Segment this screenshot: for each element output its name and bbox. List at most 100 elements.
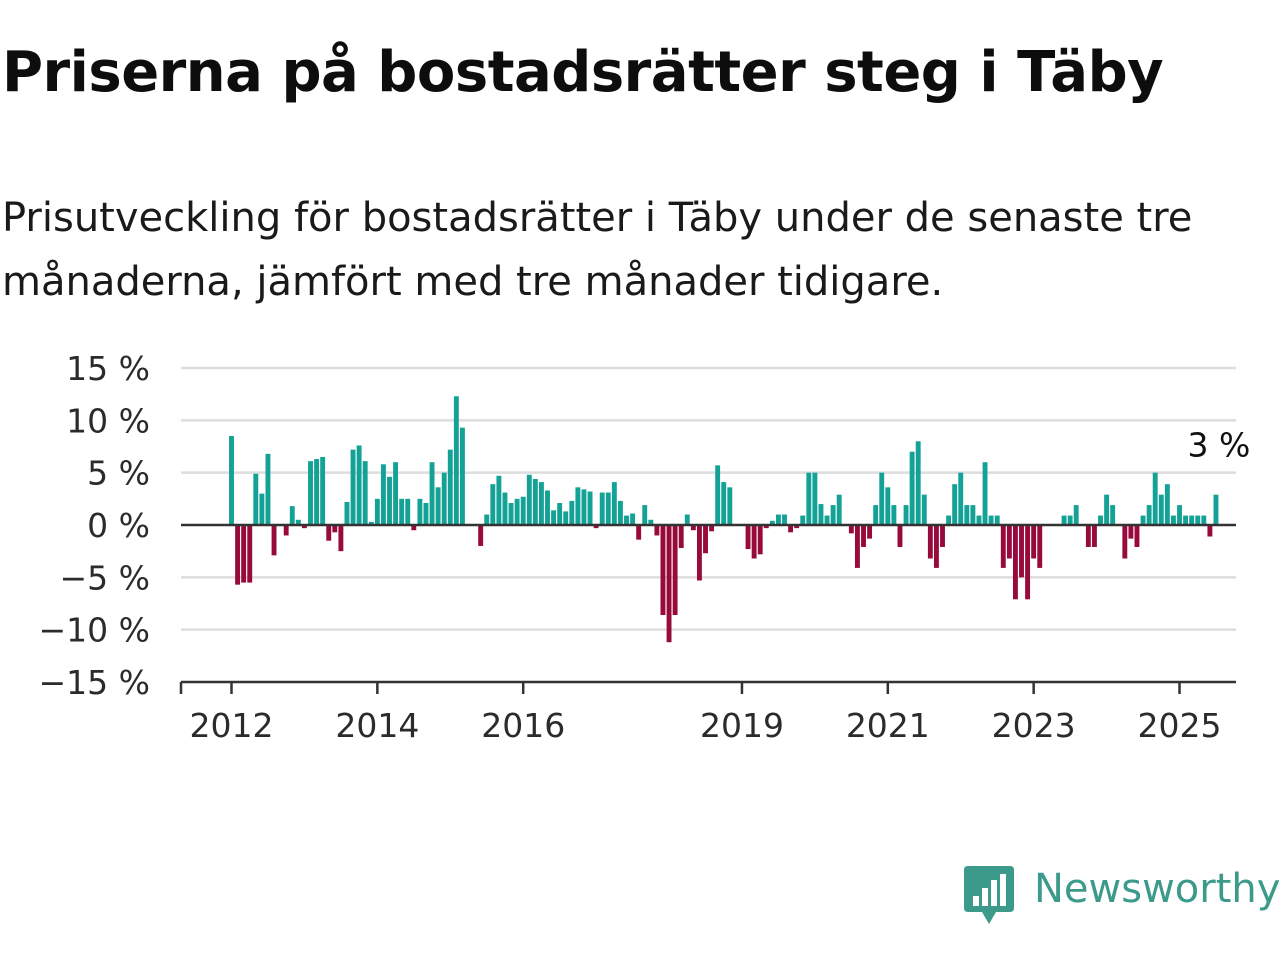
bar (824, 515, 830, 525)
bar (496, 475, 502, 525)
bar (447, 449, 453, 525)
bar (380, 464, 386, 525)
bar (727, 487, 733, 525)
bar (654, 525, 660, 536)
bar (356, 445, 362, 525)
bar (1140, 515, 1146, 525)
bar (946, 515, 952, 525)
bar (763, 525, 769, 529)
bar (575, 487, 581, 525)
bar (551, 510, 557, 525)
y-tick-label: 10 % (66, 401, 150, 440)
bar (1207, 525, 1213, 537)
bar (538, 482, 544, 525)
y-tick-label: 0 % (87, 506, 150, 545)
bar (982, 462, 988, 525)
bar (836, 494, 842, 525)
bar (988, 515, 994, 525)
x-tick-label: 2023 (992, 706, 1076, 745)
bar (806, 472, 812, 525)
bar (1213, 494, 1219, 525)
bar (490, 484, 496, 525)
last-value-label: 3 % (1188, 426, 1251, 465)
bar (532, 478, 538, 525)
y-tick-label: −10 % (39, 611, 151, 650)
x-tick-label: 2014 (335, 706, 419, 745)
brand-name: Newsworthy (1034, 866, 1280, 912)
bar (362, 461, 368, 525)
chart-title: Priserna på bostadsrätter steg i Täby (2, 40, 1164, 105)
bar (557, 503, 563, 525)
bar (891, 505, 897, 525)
bar (1073, 505, 1079, 525)
bar (301, 525, 307, 529)
bar (1025, 525, 1031, 600)
bar (624, 515, 629, 525)
bars (229, 396, 1219, 643)
bar (1110, 505, 1116, 525)
bar (247, 525, 253, 583)
bar (1183, 515, 1189, 525)
bar (897, 525, 903, 547)
bar (666, 525, 672, 643)
axes (179, 523, 1236, 694)
bar (502, 492, 508, 525)
bar (520, 496, 526, 525)
bar (332, 525, 338, 533)
bar (1006, 525, 1012, 559)
bar (417, 498, 423, 525)
bar (508, 503, 514, 525)
bar (958, 472, 964, 525)
bar (721, 482, 727, 525)
newsworthy-logo: Newsworthy (964, 864, 1280, 926)
bar (1031, 525, 1037, 559)
bar (569, 500, 575, 525)
bar (848, 525, 854, 534)
bar (484, 514, 490, 525)
bar (1098, 515, 1103, 525)
y-tick-label: 15 % (66, 349, 150, 388)
bar (976, 515, 982, 525)
bar (921, 494, 927, 525)
bar (387, 476, 392, 525)
annotations: 3 % (1188, 426, 1251, 465)
y-tick-label: 5 % (87, 454, 150, 493)
bar (295, 519, 301, 525)
bar (782, 514, 787, 525)
bar (1177, 505, 1182, 525)
bar (636, 525, 642, 540)
bar (1019, 525, 1024, 578)
bar (1000, 525, 1006, 568)
bar (788, 525, 794, 533)
x-axis-labels: 2012 2014 2016 2019 2021 2023 2025 (190, 706, 1222, 745)
bar (915, 441, 921, 525)
bar (800, 515, 806, 525)
bar (514, 498, 520, 525)
bar (994, 515, 1000, 525)
bar (812, 472, 818, 525)
x-tick-label: 2025 (1138, 706, 1222, 745)
bar (587, 491, 593, 525)
bar (350, 449, 356, 525)
bar (229, 436, 234, 525)
bar (1158, 494, 1164, 525)
bar (660, 525, 666, 616)
bar (235, 525, 241, 585)
bar (769, 520, 775, 525)
bar (253, 473, 259, 525)
bar (241, 525, 247, 583)
bar (952, 484, 958, 525)
grid-lines (181, 366, 1236, 631)
bar (611, 482, 617, 525)
bar (393, 462, 399, 525)
bar (696, 525, 702, 581)
bar (933, 525, 939, 568)
bar (593, 525, 599, 529)
bar (861, 525, 866, 547)
bar (873, 505, 879, 525)
bar (757, 525, 763, 555)
x-tick-label: 2012 (190, 706, 274, 745)
bar (927, 525, 933, 559)
bar (441, 472, 447, 525)
y-axis-labels: 15 % 10 % 5 % 0 % −5 % −10 % −15 % (39, 349, 151, 702)
